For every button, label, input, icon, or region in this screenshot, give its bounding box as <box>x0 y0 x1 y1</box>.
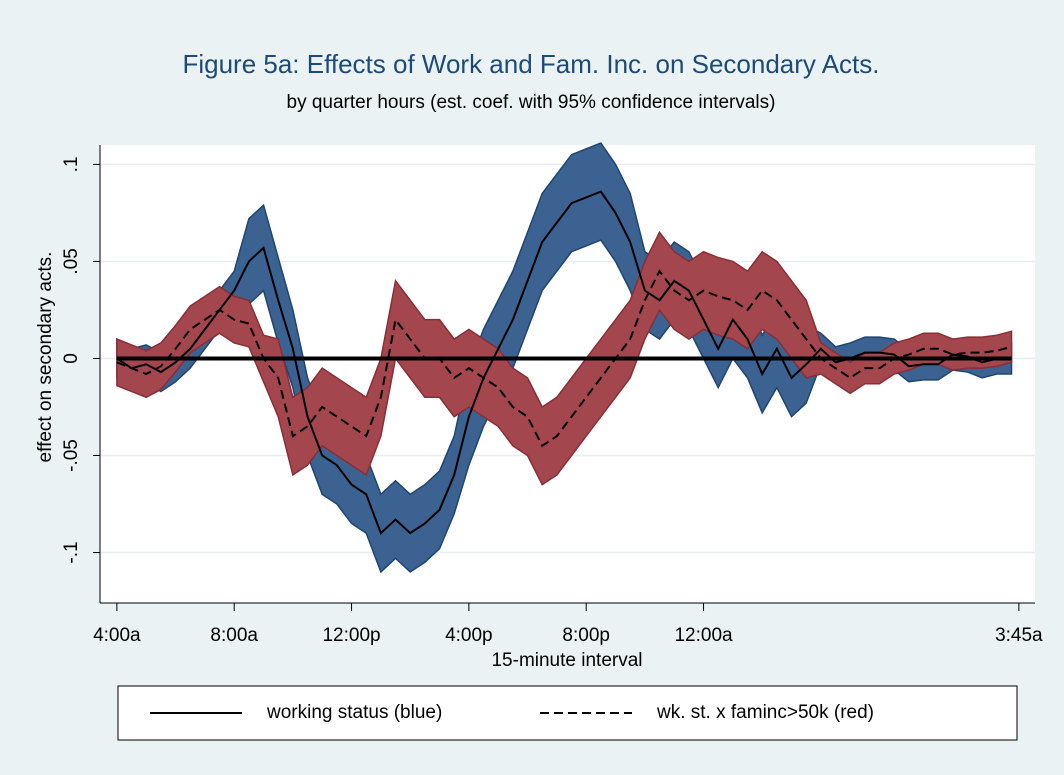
x-tick-label: 4:00a <box>93 625 141 646</box>
confidence-band <box>116 230 1013 486</box>
series-line <box>116 190 1012 535</box>
y-tick-label: .1 <box>61 156 82 172</box>
legend-label: working status (blue) <box>266 702 442 723</box>
chart-title: Figure 5a: Effects of Work and Fam. Inc.… <box>182 49 879 79</box>
legend-box <box>117 685 1018 741</box>
y-tick-label: 0 <box>61 353 82 364</box>
y-tick-label: -.1 <box>61 541 82 563</box>
y-axis-label: effect on secondary acts. <box>35 252 56 463</box>
y-tick-label: .05 <box>61 248 82 274</box>
series-line <box>116 269 1012 448</box>
legend-label: wk. st. x faminc>50k (red) <box>656 702 874 723</box>
x-tick-label: 4:00p <box>445 625 493 646</box>
y-tick-label: -.05 <box>61 439 82 472</box>
x-tick-label: 8:00a <box>210 625 258 646</box>
x-tick-label: 3:45a <box>995 625 1043 646</box>
x-tick-label: 12:00a <box>674 625 733 646</box>
x-axis-label: 15-minute interval <box>491 650 642 671</box>
chart-subtitle: by quarter hours (est. coef. with 95% co… <box>287 92 776 113</box>
x-tick-label: 8:00p <box>562 625 610 646</box>
x-tick-label: 12:00p <box>322 625 380 646</box>
confidence-band <box>116 142 1013 574</box>
